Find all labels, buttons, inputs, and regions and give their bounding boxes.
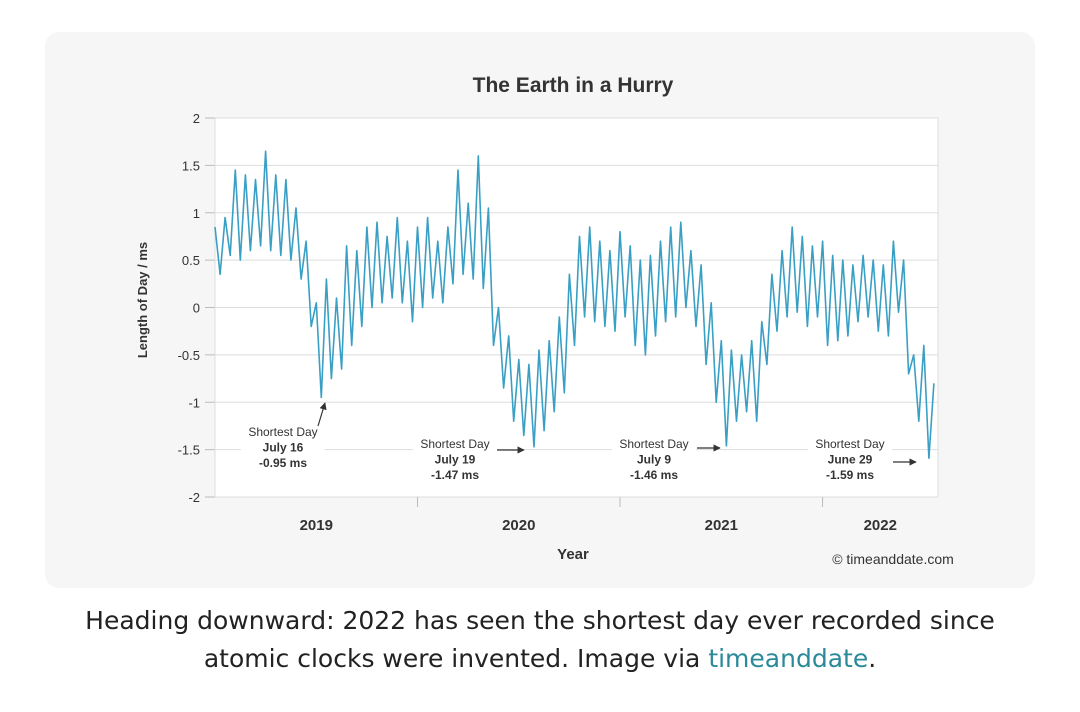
x-tick-label: 2021	[705, 517, 738, 534]
annotation-text: June 29	[828, 453, 873, 467]
chart-title: The Earth in a Hurry	[473, 74, 674, 97]
y-tick-label: -2	[188, 490, 200, 505]
annotation-text: -1.47 ms	[431, 468, 479, 482]
x-tick-label: 2022	[864, 517, 897, 534]
annotation-text: -1.59 ms	[826, 468, 874, 482]
y-tick-label: 2	[193, 111, 200, 126]
credit: © timeanddate.com	[832, 551, 954, 567]
y-tick-label: 1	[193, 206, 200, 221]
annotation-text: -0.95 ms	[259, 456, 307, 470]
annotation-text: Shortest Day	[248, 425, 317, 439]
y-tick-label: -0.5	[178, 348, 200, 363]
caption-link[interactable]: timeanddate	[708, 644, 869, 673]
y-tick-label: -1	[188, 395, 200, 410]
x-tick-label: 2020	[502, 517, 535, 534]
annotation-box	[612, 435, 696, 487]
y-tick-label: 1.5	[182, 158, 200, 173]
chart: The Earth in a Hurry Length of Day / ms …	[135, 74, 954, 567]
caption-line: atomic clocks were invented. Image via	[203, 644, 709, 673]
annotation-box	[808, 435, 892, 487]
y-tick-label: -1.5	[178, 443, 200, 458]
y-tick-label: 0	[193, 301, 200, 316]
annotation-arrow	[317, 402, 327, 427]
x-axis-label: Year	[557, 546, 589, 563]
annotation-text: Shortest Day	[420, 437, 489, 451]
annotation-text: Shortest Day	[619, 437, 688, 451]
data-line	[214, 150, 935, 460]
caption-end: .	[868, 644, 877, 673]
y-axis-label: Length of Day / ms	[135, 242, 150, 358]
annotation-text: July 16	[263, 441, 304, 455]
caption: Heading downward: 2022 has seen the shor…	[0, 602, 1080, 678]
annotation-text: Shortest Day	[815, 437, 884, 451]
annotation-box	[241, 423, 325, 475]
x-tick-label: 2019	[300, 517, 333, 534]
caption-line: Heading downward: 2022 has seen the shor…	[85, 606, 995, 635]
annotation-text: -1.46 ms	[630, 468, 678, 482]
y-tick-label: 0.5	[182, 253, 200, 268]
annotation-box	[413, 435, 497, 487]
annotation-text: July 9	[637, 453, 671, 467]
annotation-text: July 19	[435, 453, 476, 467]
